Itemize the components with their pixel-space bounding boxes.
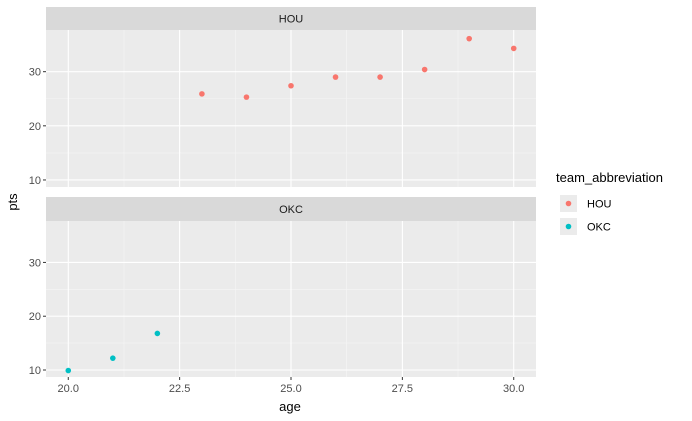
data-point-hou xyxy=(199,91,205,97)
data-point-hou xyxy=(243,94,250,100)
data-point-hou xyxy=(510,45,517,52)
legend-swatch-hou xyxy=(565,200,572,207)
data-point-okc xyxy=(65,367,72,374)
x-axis-title: age xyxy=(279,399,301,414)
legend-label-hou: HOU xyxy=(587,199,612,211)
facet-strip-okc xyxy=(46,197,536,221)
x-tick-label: 30.0 xyxy=(503,383,524,395)
x-tick-label: 22.5 xyxy=(169,383,190,395)
x-tick-label: 20.0 xyxy=(58,383,79,395)
y-tick-label: 20 xyxy=(29,121,41,133)
legend-label-okc: OKC xyxy=(587,222,611,234)
facet-panel-okc: OKC 10 20 30 20.0 22.5 25.0 27.5 30.0 xyxy=(29,197,536,395)
legend-swatch-okc xyxy=(565,223,572,230)
y-tick-label: 20 xyxy=(29,311,41,323)
x-tick-label: 25.0 xyxy=(280,383,301,395)
data-point-hou xyxy=(332,74,339,80)
data-point-hou xyxy=(466,35,472,42)
panels-layer: HOU 10 20 30 OKC 10 20 30 20.0 22.5 25.0 27.5 30.0 xyxy=(29,7,536,395)
x-tick-label: 27.5 xyxy=(392,383,413,395)
y-tick-label: 30 xyxy=(29,67,41,79)
data-point-hou xyxy=(288,82,294,89)
legend-title: team_abbreviation xyxy=(556,170,663,185)
facet-strip-label-hou: HOU xyxy=(279,14,304,26)
data-point-okc xyxy=(110,355,116,361)
y-tick-label: 10 xyxy=(29,175,41,187)
y-tick-label: 10 xyxy=(29,365,41,377)
data-point-okc xyxy=(154,330,161,337)
facet-strip-label-okc: OKC xyxy=(279,204,303,216)
legend-entry-hou: HOU xyxy=(560,195,612,212)
legend-entry-okc: OKC xyxy=(560,218,611,235)
y-tick-label: 30 xyxy=(29,257,41,269)
data-point-hou xyxy=(421,66,428,73)
y-axis-title: pts xyxy=(5,193,20,211)
legend: team_abbreviation HOU OKC xyxy=(556,170,663,235)
facet-strip-hou xyxy=(46,7,536,30)
data-point-hou xyxy=(377,74,383,80)
facet-panel-hou: HOU 10 20 30 xyxy=(29,7,536,187)
